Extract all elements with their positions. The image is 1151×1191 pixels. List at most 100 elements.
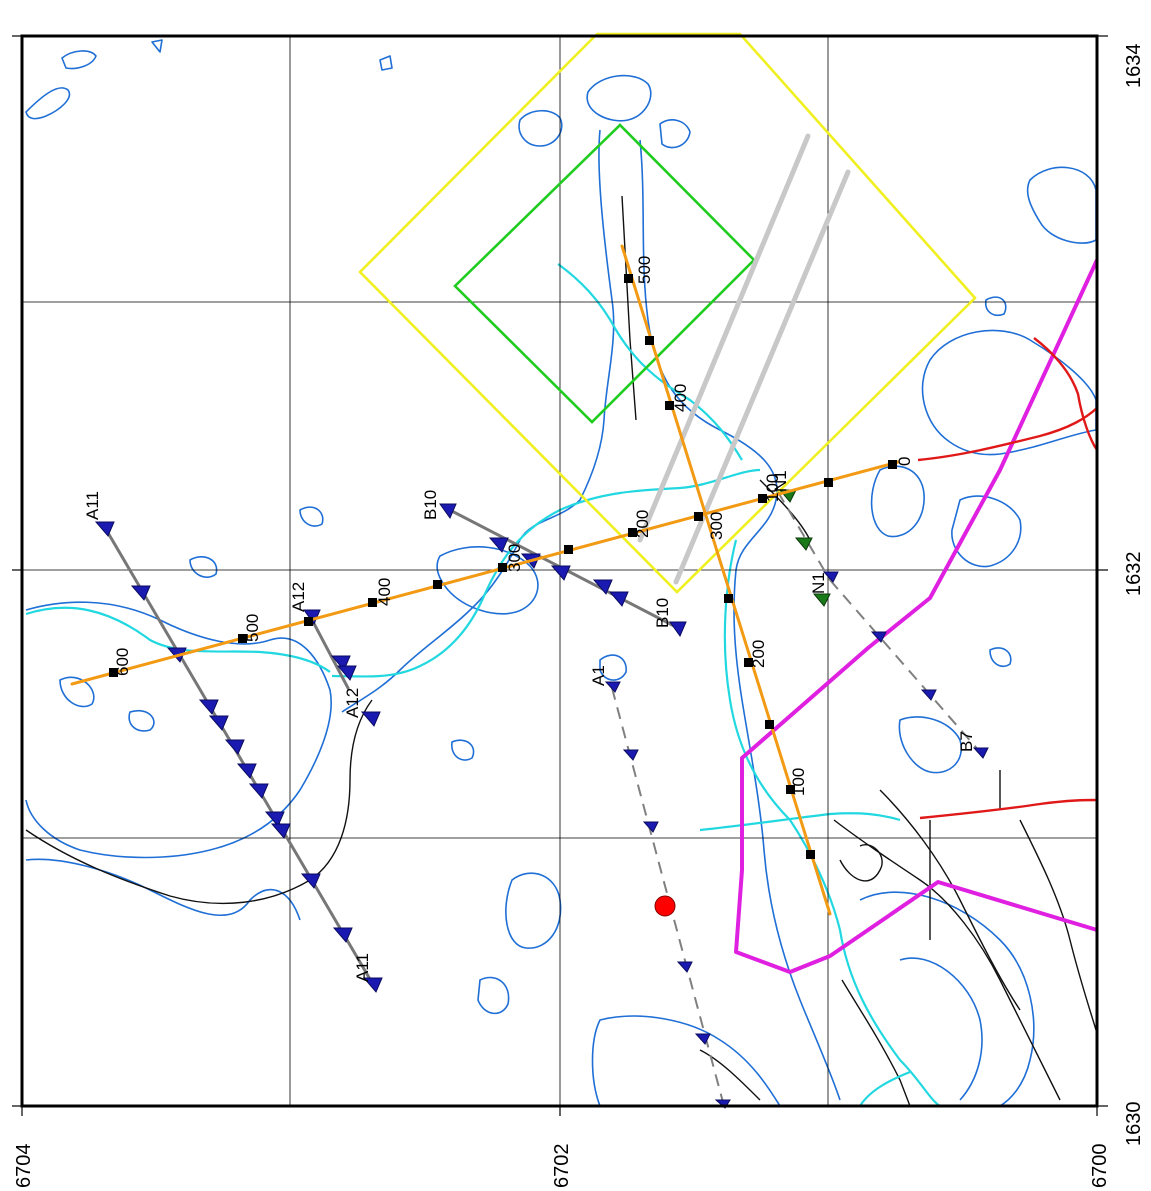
red-line-mid: [917, 407, 1098, 462]
red-line-north: [1033, 337, 1098, 451]
river-north-branch: [557, 263, 743, 461]
line-label-a1: A1: [589, 665, 608, 686]
line-label-b10-start: B10: [421, 490, 440, 520]
a11-station: [264, 811, 285, 827]
gray-band-1: [637, 133, 811, 543]
survey-marker-v250: [724, 594, 733, 603]
survey-marker-h500: [238, 634, 247, 643]
chainage-label-h100: 100: [763, 474, 782, 502]
lake-center-island-1: [451, 739, 475, 761]
a11-station: [270, 823, 291, 839]
a11-station: [300, 873, 321, 889]
line-label-a11-start: A11: [83, 491, 102, 520]
survey-marker-h450: [304, 617, 313, 626]
axis-labels-right: 1634 1632 1630: [1123, 44, 1145, 1147]
a1-station: [714, 1099, 731, 1109]
a11-station: [236, 763, 257, 779]
line-label-a12-end: A12: [343, 688, 362, 718]
a11-stations: [94, 521, 383, 993]
survey-marker-v300: [694, 512, 703, 521]
survey-marker-v500: [624, 274, 633, 283]
survey-marker-h250: [564, 545, 573, 554]
lake-north-island: [518, 109, 563, 147]
axis-labels-bottom: 6704 6702 6700: [13, 1144, 1111, 1189]
islet-top-1: [151, 39, 163, 53]
survey-marker-h100: [758, 494, 767, 503]
b10-station: [550, 565, 571, 581]
chainage-label-h300: 300: [505, 544, 524, 572]
lake-east-small: [989, 647, 1012, 668]
b10-station: [439, 503, 457, 520]
a12-station: [360, 711, 381, 727]
a1-station: [604, 681, 621, 693]
line-label-a12-start: A12: [289, 582, 308, 612]
lake-southeast-inner: [899, 957, 983, 1101]
b7-station: [972, 747, 989, 759]
lake-east-shore: [870, 465, 925, 538]
a11-station: [130, 585, 151, 601]
survey-marker-h350: [433, 580, 442, 589]
a1-station: [694, 1033, 711, 1045]
frame-ticks: [12, 35, 1108, 1116]
red-line-south: [919, 798, 1098, 820]
a1-stations: [604, 681, 731, 1109]
axis-label-bottom-center: 6702: [551, 1144, 573, 1189]
line-labels: A11 A11 A12 A12 B10 B10 A1 N1 N1 B7: [83, 470, 976, 982]
a11-station: [248, 783, 269, 799]
lake-east-mid: [951, 495, 1022, 568]
road-southeast-3: [1019, 819, 1097, 1031]
lake-east-mid-2: [898, 716, 963, 774]
survey-marker-v150: [765, 720, 774, 729]
a1-station: [642, 821, 659, 833]
a11-station: [208, 715, 229, 731]
river-central: [331, 468, 761, 678]
lake-south-big: [591, 1015, 781, 1107]
b7-station: [920, 689, 937, 701]
b7-station: [870, 631, 887, 643]
chainage-label-h600: 600: [113, 648, 132, 676]
survey-marker-v400: [665, 401, 674, 410]
lake-center-south-2: [477, 976, 510, 1015]
line-label-n1-start: N1: [771, 470, 790, 492]
a11-station: [362, 977, 383, 993]
b10-station: [592, 579, 613, 595]
profile-line-n1: [777, 491, 831, 581]
survey-marker-v50: [806, 850, 815, 859]
survey-line-vertical: [620, 244, 832, 916]
axis-label-bottom-right: 6700: [1089, 1144, 1111, 1189]
magenta-lines: [734, 259, 1099, 974]
profile-line-a12: [308, 614, 350, 690]
a12-station: [336, 665, 357, 681]
chainage-label-h500: 500: [243, 614, 262, 642]
a11-station: [94, 521, 115, 537]
lake-north-small: [659, 119, 691, 149]
chainage-label-v500: 500: [635, 256, 654, 284]
chainage-labels: 600 500 400 300 200 100 0 500 400 300 20…: [113, 256, 914, 796]
lake-east-big: [921, 329, 1097, 456]
a1-station: [622, 749, 639, 761]
survey-marker-h400: [368, 598, 377, 607]
a11-station: [198, 699, 219, 715]
survey-marker-h300: [498, 563, 507, 572]
lake-center-south: [505, 872, 562, 949]
survey-marker-v200: [744, 658, 753, 667]
chainage-label-h400: 400: [375, 578, 394, 606]
survey-markers: [109, 274, 897, 859]
b10-station: [669, 621, 687, 638]
lake-northeast-1: [1026, 166, 1097, 244]
survey-marker-h0: [888, 460, 897, 469]
b10-station: [608, 591, 629, 607]
road-southeast-4: [839, 844, 883, 882]
survey-marker-v100: [786, 785, 795, 794]
survey-marker-h600: [109, 668, 118, 677]
lake-main-channel-north: [341, 129, 615, 713]
point-of-interest: [654, 895, 676, 917]
a12-stations: [303, 609, 381, 727]
chainage-label-v100: 100: [789, 768, 808, 796]
lake-northeast-2: [984, 296, 1007, 316]
line-label-n1-mid: N1: [809, 572, 828, 594]
lake-center-island-2: [599, 654, 627, 681]
lake-southwest: [25, 858, 301, 921]
survey-marker-h50: [824, 478, 833, 487]
